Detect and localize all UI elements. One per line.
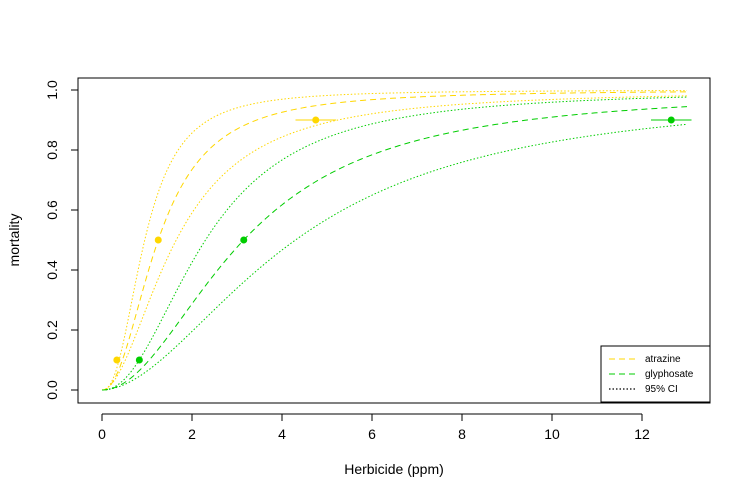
y-tick-label: 1.0 bbox=[44, 80, 60, 100]
x-tick-label: 2 bbox=[188, 426, 196, 442]
x-tick-label: 6 bbox=[368, 426, 376, 442]
x-tick-label: 4 bbox=[278, 426, 286, 442]
series-layer bbox=[101, 90, 692, 391]
y-tick-label: 0.0 bbox=[44, 380, 60, 400]
x-tick-label: 0 bbox=[98, 426, 106, 442]
atrazine-ci-lower-curve bbox=[101, 95, 688, 391]
legend-label-atrazine: atrazine bbox=[645, 354, 681, 365]
glyphosate-ci-upper-curve bbox=[101, 96, 688, 391]
y-tick-label: 0.6 bbox=[44, 200, 60, 220]
legend-label-ci: 95% CI bbox=[645, 384, 678, 395]
x-tick-label: 12 bbox=[634, 426, 650, 442]
x-tick-label: 10 bbox=[544, 426, 560, 442]
glyphosate-fit-curve bbox=[101, 106, 688, 391]
atrazine-ci-upper-curve bbox=[101, 90, 688, 391]
glyphosate-point bbox=[667, 116, 675, 124]
series-atrazine bbox=[101, 90, 688, 391]
y-tick-label: 0.8 bbox=[44, 140, 60, 160]
y-tick-label: 0.4 bbox=[44, 260, 60, 280]
y-axis-title: mortality bbox=[6, 214, 22, 267]
glyphosate-point bbox=[135, 356, 143, 364]
atrazine-point bbox=[113, 356, 121, 364]
glyphosate-ci-lower-curve bbox=[101, 123, 688, 391]
axes-layer: 0 2 4 6 8 10 12 0.0 0.2 0.4 0.6 0.8 1.0 bbox=[44, 80, 650, 442]
glyphosate-point bbox=[240, 236, 248, 244]
atrazine-point bbox=[312, 116, 320, 124]
x-axis-title: Herbicide (ppm) bbox=[344, 461, 444, 477]
atrazine-fit-curve bbox=[101, 91, 688, 391]
series-glyphosate bbox=[101, 96, 692, 391]
y-tick-label: 0.2 bbox=[44, 320, 60, 340]
atrazine-point bbox=[154, 236, 162, 244]
legend: atrazine glyphosate 95% CI bbox=[600, 345, 711, 403]
x-tick-label: 8 bbox=[458, 426, 466, 442]
legend-label-glyphosate: glyphosate bbox=[645, 369, 694, 380]
